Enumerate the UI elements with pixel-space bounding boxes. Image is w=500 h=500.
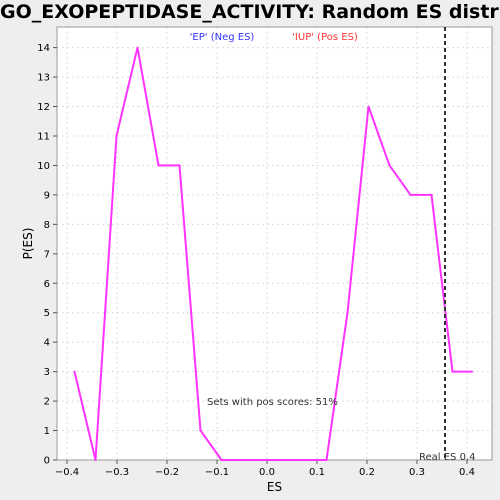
pos-scores-annotation: Sets with pos scores: 51% xyxy=(207,397,338,408)
y-tick-label: 5 xyxy=(44,308,50,319)
x-tick-label: −0.1 xyxy=(205,467,229,478)
data-point xyxy=(304,459,307,461)
x-tick-label: 0.4 xyxy=(459,467,475,478)
chart-title: GO_EXOPEPTIDASE_ACTIVITY: Random ES dist… xyxy=(0,1,500,23)
y-tick-label: 14 xyxy=(37,43,50,54)
data-point xyxy=(73,370,76,373)
data-point xyxy=(115,134,118,137)
y-tick-label: 4 xyxy=(44,338,50,349)
data-point xyxy=(262,459,265,461)
legend-neg-es: 'EP' (Neg ES) xyxy=(190,32,255,43)
x-tick-label: 0.1 xyxy=(309,467,325,478)
series-line xyxy=(73,47,472,461)
y-tick-label: 9 xyxy=(44,190,50,201)
grid xyxy=(57,27,492,461)
data-point xyxy=(325,459,328,461)
y-tick-label: 6 xyxy=(44,279,50,290)
y-tick-label: 7 xyxy=(44,249,50,260)
data-point xyxy=(199,429,202,432)
y-tick-label: 8 xyxy=(44,220,50,231)
x-tick-label: −0.4 xyxy=(55,467,79,478)
data-point xyxy=(178,164,181,167)
y-tick-label: 13 xyxy=(37,73,50,84)
y-tick-label: 0 xyxy=(44,456,50,467)
data-point xyxy=(136,46,139,49)
x-tick-label: 0.2 xyxy=(359,467,375,478)
data-point xyxy=(430,193,433,196)
data-point xyxy=(220,459,223,461)
x-tick-label: 0.0 xyxy=(259,467,275,478)
y-tick-label: 10 xyxy=(37,161,50,172)
y-tick-label: 11 xyxy=(37,131,50,142)
data-point xyxy=(283,459,286,461)
data-point xyxy=(388,164,391,167)
y-tick-label: 1 xyxy=(44,426,50,437)
series-layer xyxy=(73,46,473,461)
data-point xyxy=(94,459,97,461)
x-axis-title: ES xyxy=(267,480,282,494)
x-tick-label: −0.2 xyxy=(155,467,179,478)
y-tick-label: 12 xyxy=(37,102,50,113)
y-tick-label: 3 xyxy=(44,367,50,378)
data-point xyxy=(471,370,473,373)
data-point xyxy=(241,459,244,461)
x-tick-label: 0.3 xyxy=(409,467,425,478)
data-point xyxy=(157,164,160,167)
plot-area xyxy=(57,27,492,460)
real-es-label: Real ES 0.4 xyxy=(419,452,475,463)
data-point xyxy=(346,311,349,314)
legend-pos-es: 'IUP' (Pos ES) xyxy=(292,32,358,43)
x-tick-label: −0.3 xyxy=(105,467,129,478)
data-point xyxy=(451,370,454,373)
data-point xyxy=(367,105,370,108)
y-axis-title: P(ES) xyxy=(21,228,35,260)
data-point xyxy=(409,193,412,196)
y-tick-label: 2 xyxy=(44,397,50,408)
